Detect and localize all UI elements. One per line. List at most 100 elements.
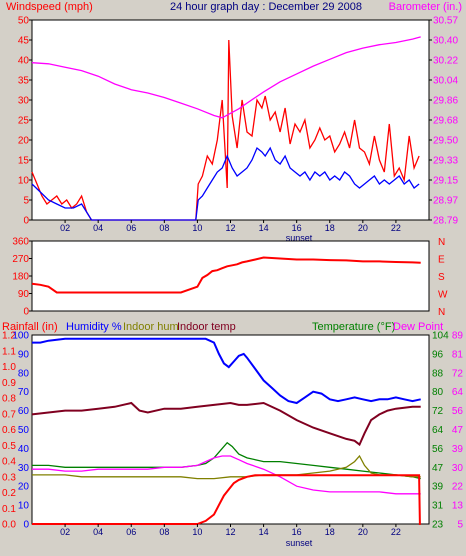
chart-date-title: 24 hour graph day : December 29 2008 [170,1,362,13]
temperature-tick-label: 56 [432,444,444,455]
x-tick-label: 16 [292,223,302,233]
dew-point-axis-title: Dew Point [393,321,443,333]
x-tick-label: 18 [325,223,335,233]
wind-series-layer [31,36,421,221]
windspeed-tick-label: 10 [18,176,30,187]
rainfall-tick-label: 0.3 [2,472,16,483]
indoor-hum-legend: Indoor hum [123,321,179,333]
dew-point-tick-label: 13 [452,501,464,512]
x-tick-label: 06 [126,527,136,537]
dew-point-tick-label: 64 [452,387,464,398]
barometer-axis-title: Barometer (in.) [389,1,462,13]
compass-label: N [438,237,445,248]
humidity-tick-label: 100 [12,331,29,342]
x-tick-label: 06 [126,223,136,233]
temperature-tick-label: 47 [432,463,444,474]
axis-labels-layer: 0510152025303540455028.7928.9729.1529.33… [2,16,463,538]
direction-tick-label: 360 [12,237,29,248]
x-tick-label: 10 [192,527,202,537]
windspeed-tick-label: 35 [18,76,30,87]
temperature-tick-label: 104 [432,331,449,342]
rainfall-tick-label: 0.7 [2,409,16,420]
x-tick-label: 18 [325,527,335,537]
barometer-tick-label: 29.50 [433,136,458,147]
direction-plot-area [31,240,430,312]
dew-point-tick-label: 39 [452,444,464,455]
humidity-axis-title: Humidity % [66,321,122,333]
direction-tick-label: 180 [12,272,29,283]
x-tick-label: 14 [259,223,269,233]
humidity-tick-label: 10 [18,501,30,512]
windspeed-tick-label: 40 [18,56,30,67]
x-tick-label: 02 [60,223,70,233]
humidity-tick-label: 90 [18,349,30,360]
dew-point-tick-label: 56 [452,406,464,417]
barometer-tick-label: 29.68 [433,116,458,127]
rainfall-tick-label: 0.0 [2,520,16,531]
temperature-tick-label: 96 [432,349,444,360]
series-dew-point [32,455,421,495]
compass-label: N [438,307,445,318]
x-tick-label: 02 [60,527,70,537]
humidity-tick-label: 80 [18,368,30,379]
indoor-temp-legend: Indoor temp [177,321,236,333]
x-tick-label: 12 [225,223,235,233]
sunset-label-wind: sunset [286,233,313,243]
sunset-label-bottom: sunset [286,538,313,548]
windspeed-tick-label: 25 [18,116,30,127]
temperature-axis-title: Temperature (°F) [312,321,395,333]
humidity-tick-label: 40 [18,444,30,455]
rainfall-tick-label: 1.1 [2,346,16,357]
series-temperature [32,441,421,480]
windspeed-tick-label: 0 [23,216,29,227]
compass-label: E [438,255,445,266]
direction-tick-label: 90 [18,289,30,300]
direction-tick-label: 270 [12,254,29,265]
temperature-tick-label: 88 [432,368,444,379]
humidity-tick-label: 30 [18,463,30,474]
windspeed-tick-label: 15 [18,156,30,167]
temperature-tick-label: 23 [432,520,444,531]
temperature-tick-label: 31 [432,501,444,512]
windspeed-tick-label: 45 [18,36,30,47]
temperature-tick-label: 64 [432,425,444,436]
humidity-tick-label: 60 [18,406,30,417]
series-humidity [32,337,421,405]
series-barometer [31,36,421,119]
windspeed-tick-label: 20 [18,136,30,147]
windspeed-tick-label: 50 [18,16,30,27]
x-tick-label: 20 [358,527,368,537]
series-indoor-temp [31,401,421,447]
rainfall-tick-label: 0.1 [2,504,16,515]
rainfall-tick-label: 0.4 [2,457,16,468]
humidity-tick-label: 50 [18,425,30,436]
x-tick-label: 10 [192,223,202,233]
temperature-tick-label: 72 [432,406,444,417]
dew-point-tick-label: 81 [452,349,464,360]
compass-label: S [438,272,445,283]
x-tick-label: 04 [93,527,103,537]
x-tick-label: 22 [391,527,401,537]
humidity-tick-label: 20 [18,482,30,493]
compass-label: W [438,290,448,301]
windspeed-tick-label: 5 [23,196,29,207]
direction-tick-label: 0 [23,307,29,318]
barometer-tick-label: 30.57 [433,16,458,27]
dew-point-tick-label: 72 [452,368,464,379]
x-tick-label: 08 [159,223,169,233]
rainfall-tick-label: 1.2 [2,331,16,342]
barometer-tick-label: 28.97 [433,196,458,207]
x-tick-label: 20 [358,223,368,233]
barometer-tick-label: 28.79 [433,216,458,227]
wind-plot-area [31,19,430,221]
humidity-tick-label: 70 [18,387,30,398]
barometer-tick-label: 30.40 [433,36,458,47]
humidity-temp-plot-area [31,334,430,525]
barometer-tick-label: 30.22 [433,56,458,67]
rainfall-tick-label: 0.6 [2,425,16,436]
dew-point-tick-label: 30 [452,463,464,474]
humidity-tick-label: 0 [23,520,29,531]
direction-series-layer [31,256,421,294]
dew-point-tick-label: 47 [452,425,464,436]
